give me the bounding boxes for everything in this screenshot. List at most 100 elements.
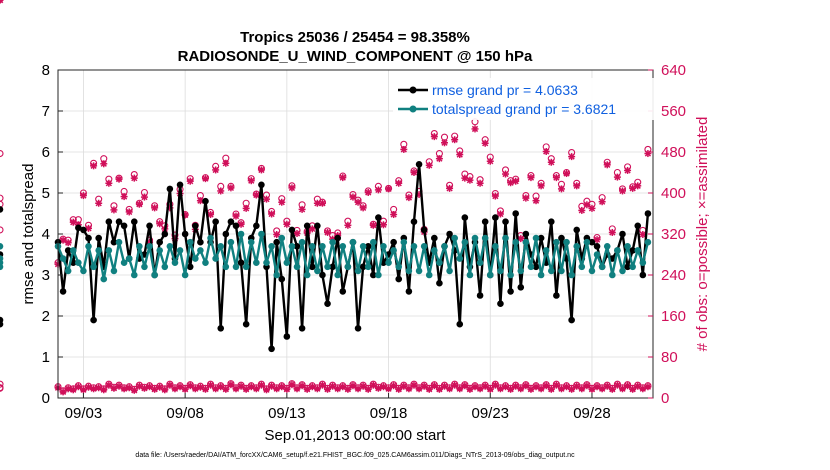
obs-assimilated-marker bbox=[542, 382, 550, 390]
rmse-point bbox=[522, 230, 530, 238]
obs-assimilated-marker bbox=[583, 201, 591, 209]
obs-assimilated-marker bbox=[278, 383, 286, 391]
totalspread-point bbox=[308, 243, 316, 250]
obs-assimilated-marker bbox=[339, 174, 347, 182]
rmse-point bbox=[59, 288, 67, 295]
totalspread-point bbox=[573, 243, 581, 250]
obs-assimilated-stroke bbox=[95, 200, 102, 207]
obs-assimilated-marker bbox=[461, 382, 469, 390]
obs-assimilated-marker bbox=[507, 179, 515, 187]
obs-assimilated-marker bbox=[613, 173, 621, 181]
obs-assimilated-marker bbox=[115, 175, 123, 183]
obs-assimilated-marker bbox=[125, 208, 133, 216]
obs-assimilated-marker bbox=[476, 385, 484, 393]
obs-assimilated-marker bbox=[222, 159, 230, 167]
obs-assimilated-marker bbox=[420, 382, 428, 390]
obs-assimilated-stroke bbox=[502, 383, 509, 390]
obs-assimilated-marker bbox=[410, 169, 418, 176]
obs-assimilated-stroke bbox=[354, 199, 362, 206]
obs-assimilated-stroke bbox=[253, 385, 260, 392]
obs-assimilated-stroke bbox=[288, 381, 296, 388]
footer-data-file: data file: /Users/raeder/DAI/ATM_forcXX/… bbox=[135, 452, 575, 459]
totalspread-point bbox=[242, 263, 250, 271]
obs-assimilated-marker bbox=[588, 385, 596, 393]
obs-assimilated-stroke bbox=[197, 384, 204, 391]
rmse-point bbox=[547, 218, 555, 225]
rmse-point bbox=[0, 206, 4, 213]
obs-assimilated-marker bbox=[110, 206, 118, 214]
legend-box bbox=[393, 78, 656, 120]
totalspread-point bbox=[171, 259, 179, 267]
obs-assimilated-marker bbox=[283, 385, 291, 393]
obs-assimilated-marker bbox=[390, 382, 398, 390]
totalspread-point bbox=[354, 267, 362, 275]
obs-assimilated-stroke bbox=[232, 212, 240, 220]
obs-assimilated-stroke bbox=[624, 167, 631, 174]
y-tick-label-right: 400 bbox=[661, 185, 686, 202]
totalspread-point bbox=[288, 243, 296, 250]
totalspread-point bbox=[110, 267, 118, 275]
totalspread-point bbox=[359, 243, 367, 250]
obs-assimilated-stroke bbox=[100, 160, 107, 167]
totalspread-point bbox=[90, 263, 97, 271]
totalspread-point bbox=[395, 263, 403, 271]
obs-assimilated-stroke bbox=[476, 180, 484, 187]
obs-assimilated-stroke bbox=[619, 187, 626, 195]
rmse-point bbox=[237, 259, 245, 267]
rmse-point bbox=[288, 226, 296, 234]
obs-assimilated-stroke bbox=[446, 185, 453, 192]
obs-assimilated-stroke bbox=[278, 199, 285, 206]
totalspread-point bbox=[517, 267, 525, 275]
totalspread-point bbox=[537, 271, 545, 279]
obs-assimilated-stroke bbox=[492, 192, 499, 200]
obs-assimilated-stroke bbox=[59, 237, 67, 244]
obs-assimilated-marker bbox=[451, 381, 459, 389]
obs-assimilated-marker bbox=[298, 382, 306, 390]
obs-assimilated-stroke bbox=[527, 174, 535, 181]
obs-assimilated-marker bbox=[542, 147, 550, 155]
rmse-point bbox=[212, 218, 219, 225]
totalspread-point bbox=[146, 243, 153, 250]
obs-assimilated-marker bbox=[618, 187, 626, 195]
obs-assimilated-marker bbox=[410, 381, 418, 389]
totalspread-point bbox=[232, 263, 240, 271]
rmse-point bbox=[298, 325, 306, 332]
totalspread-point bbox=[583, 238, 591, 246]
obs-assimilated-marker bbox=[161, 386, 169, 394]
obs-assimilated-marker bbox=[440, 139, 448, 147]
obs-assimilated-marker bbox=[537, 385, 545, 393]
obs-assimilated-marker bbox=[502, 170, 510, 178]
legend-rmse-marker bbox=[409, 86, 417, 94]
obs-assimilated-stroke bbox=[512, 383, 519, 390]
obs-assimilated-stroke bbox=[95, 384, 102, 391]
totalspread-point bbox=[375, 271, 382, 279]
totalspread-point bbox=[75, 259, 82, 267]
obs-assimilated-marker bbox=[308, 225, 316, 233]
obs-assimilated-stroke bbox=[59, 388, 67, 395]
rmse-point bbox=[242, 320, 250, 328]
obs-assimilated-marker bbox=[603, 382, 611, 390]
totalspread-point bbox=[598, 263, 606, 271]
obs-assimilated-stroke bbox=[202, 175, 209, 182]
rmse-point bbox=[364, 243, 372, 250]
totalspread-point bbox=[227, 238, 235, 246]
totalspread-point bbox=[436, 259, 443, 267]
obs-assimilated-stroke bbox=[298, 206, 306, 213]
obs-assimilated-stroke bbox=[517, 385, 524, 392]
totalspread-point bbox=[512, 238, 519, 246]
obs-assimilated-stroke bbox=[85, 225, 92, 232]
obs-assimilated-stroke bbox=[217, 383, 224, 390]
rmse-point bbox=[181, 230, 189, 238]
obs-assimilated-marker bbox=[0, 0, 4, 4]
rmse-point bbox=[110, 238, 118, 246]
obs-assimilated-stroke bbox=[441, 383, 448, 390]
totalspread-point bbox=[212, 255, 219, 262]
totalspread-point bbox=[558, 267, 565, 275]
totalspread-point bbox=[492, 243, 499, 250]
obs-assimilated-stroke bbox=[370, 382, 377, 389]
totalspread-point bbox=[85, 243, 92, 250]
obs-assimilated-marker bbox=[552, 174, 560, 182]
obs-assimilated-marker bbox=[201, 385, 209, 393]
obs-assimilated-marker bbox=[140, 193, 148, 201]
obs-assimilated-marker bbox=[100, 386, 108, 394]
